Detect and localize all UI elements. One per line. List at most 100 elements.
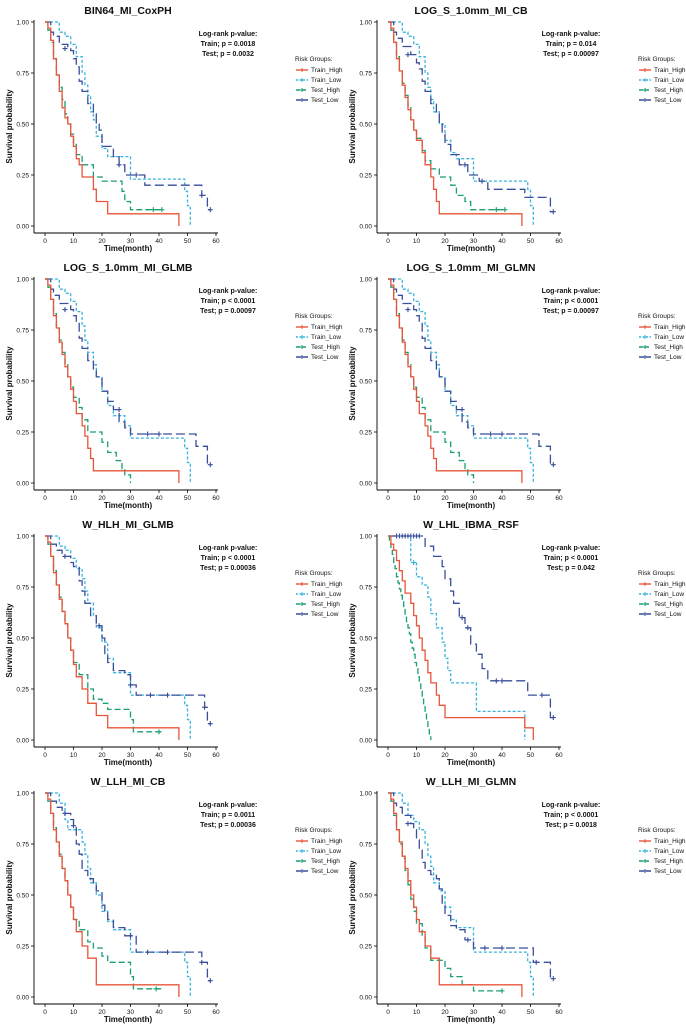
censor-mark [499, 431, 505, 437]
logrank-test-p: Test; p = 0.00036 [200, 565, 256, 572]
chart-title: W_LLH_MI_CB [91, 776, 166, 788]
censor-mark [207, 462, 213, 468]
censor-mark [202, 704, 208, 710]
km-panel: W_LHL_IBMA_RSF 0.00 0.25 0.50 0.75 1.00 0 10 20 3… [343, 514, 686, 771]
x-tick-label: 10 [413, 1009, 421, 1016]
x-tick-label: 60 [555, 1009, 563, 1016]
y-tick-label: 0.50 [16, 636, 29, 643]
y-tick-label: 0.25 [359, 430, 372, 437]
x-axis-label: Time(month) [447, 758, 496, 767]
x-tick-label: 20 [98, 1009, 106, 1016]
legend-label: Test_Low [654, 611, 682, 618]
x-tick-label: 50 [184, 1009, 192, 1016]
legend-label: Train_Low [654, 77, 684, 84]
logrank-title: Log-rank p-value: [542, 288, 601, 295]
censor-mark [116, 407, 122, 413]
legend-label: Train_Low [654, 591, 684, 598]
km-chart-svg: W_LLH_MI_CB 0.00 0.25 0.50 0.75 1.00 0 10 20 30 40… [5, 776, 343, 1024]
y-axis-label: Survival probability [348, 346, 357, 421]
logrank-test-p: Test; p = 0.00097 [543, 51, 599, 58]
legend-title: Risk Groups: [638, 570, 676, 577]
legend-censor-glyph [300, 98, 304, 102]
legend-label: Train_High [654, 838, 686, 845]
x-tick-label: 50 [527, 1009, 535, 1016]
x-tick-label: 0 [386, 495, 390, 502]
logrank-train-p: Train; p = 0.0018 [201, 41, 256, 48]
x-axis-label: Time(month) [447, 1015, 496, 1024]
km-curve-test-low [45, 278, 211, 466]
censor-mark [465, 625, 471, 631]
legend-censor-glyph [643, 78, 647, 82]
legend-censor-glyph [643, 869, 647, 873]
logrank-train-p: Train; p = 0.014 [546, 41, 597, 48]
censor-mark [96, 623, 102, 629]
x-tick-label: 60 [555, 238, 563, 245]
censor-mark [405, 307, 411, 313]
censor-mark [493, 207, 499, 213]
legend-label: Test_High [654, 858, 683, 865]
km-chart-svg: LOG_S_1.0mm_MI_CB 0.00 0.25 0.50 0.75 1.00 0 10… [348, 5, 686, 253]
x-tick-label: 40 [155, 1009, 163, 1016]
km-curve-train-high [388, 21, 523, 226]
logrank-title: Log-rank p-value: [199, 288, 258, 295]
x-tick-label: 60 [212, 752, 220, 759]
y-axis-label: Survival probability [348, 89, 357, 164]
logrank-train-p: Train; p < 0.0001 [201, 555, 256, 562]
logrank-train-p: Train; p = 0.0011 [201, 812, 255, 819]
y-tick-label: 1.00 [359, 277, 372, 284]
legend-censor-glyph [300, 68, 304, 72]
y-tick-label: 0.25 [16, 944, 29, 951]
censor-mark [165, 692, 171, 698]
censor-mark [550, 715, 556, 721]
legend-label: Train_Low [654, 334, 684, 341]
logrank-test-p: Test; p = 0.00097 [200, 308, 256, 315]
x-tick-label: 20 [441, 495, 449, 502]
x-tick-label: 10 [70, 238, 78, 245]
y-tick-label: 0.25 [16, 687, 29, 694]
km-chart-svg: LOG_S_1.0mm_MI_GLMN 0.00 0.25 0.50 0.75 1.00 0… [348, 262, 686, 510]
x-axis-label: Time(month) [104, 501, 153, 510]
x-tick-label: 10 [413, 752, 421, 759]
chart-title: LOG_S_1.0mm_MI_CB [414, 5, 528, 17]
x-tick-label: 30 [470, 495, 478, 502]
x-tick-label: 10 [413, 238, 421, 245]
legend-censor-glyph [300, 602, 304, 606]
km-chart-svg: W_LLH_MI_GLMN 0.00 0.25 0.50 0.75 1.00 0 10 20 30… [348, 776, 686, 1024]
x-tick-label: 20 [441, 1009, 449, 1016]
legend-label: Train_High [311, 581, 343, 588]
legend-censor-glyph [643, 335, 647, 339]
km-chart-svg: LOG_S_1.0mm_MI_GLMB 0.00 0.25 0.50 0.75 1.00 0… [5, 262, 343, 510]
censor-mark [479, 178, 485, 184]
censor-mark [133, 172, 139, 178]
logrank-train-p: Train; p < 0.0001 [544, 555, 599, 562]
km-curve-train-high [45, 21, 180, 226]
x-tick-label: 50 [527, 238, 535, 245]
censor-mark [488, 431, 494, 437]
x-tick-label: 20 [98, 752, 106, 759]
legend-censor-glyph [643, 68, 647, 72]
legend-censor-glyph [643, 345, 647, 349]
legend-censor-glyph [643, 592, 647, 596]
y-axis-label: Survival probability [5, 89, 14, 164]
censor-mark [156, 729, 162, 735]
legend-label: Train_Low [311, 591, 341, 598]
y-tick-label: 0.75 [359, 585, 372, 592]
x-axis-label: Time(month) [447, 244, 496, 253]
chart-title: W_HLH_MI_GLMB [82, 519, 174, 531]
legend-label: Train_Low [311, 334, 341, 341]
censor-mark [153, 986, 159, 992]
x-tick-label: 40 [155, 752, 163, 759]
y-tick-label: 0.50 [359, 893, 372, 900]
x-tick-label: 40 [498, 1009, 506, 1016]
legend-title: Risk Groups: [295, 313, 333, 320]
y-tick-label: 0.00 [16, 481, 29, 488]
km-curve-train-high [45, 535, 180, 740]
y-axis-label: Survival probability [5, 346, 14, 421]
km-curve-train-high [45, 792, 180, 997]
y-tick-label: 1.00 [16, 277, 29, 284]
y-tick-label: 0.75 [359, 842, 372, 849]
y-tick-label: 0.50 [359, 379, 372, 386]
legend-censor-glyph [643, 612, 647, 616]
km-chart-svg: W_LHL_IBMA_RSF 0.00 0.25 0.50 0.75 1.00 0 10 20 3… [348, 519, 686, 767]
legend-censor-glyph [643, 849, 647, 853]
